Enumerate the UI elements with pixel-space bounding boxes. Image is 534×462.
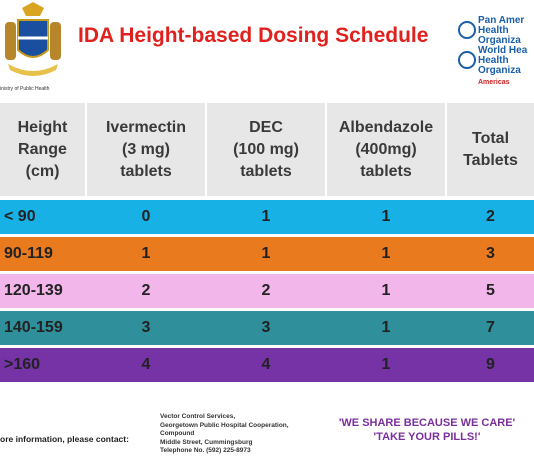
cell: 90-119	[4, 245, 53, 262]
paho-who-logo: Pan Amer Health Organiza World Hea Health Org…	[458, 16, 534, 96]
cell: 3	[141, 319, 151, 336]
table-row: < 90 0 1 1 2	[0, 200, 534, 234]
cell: 120-139	[4, 282, 63, 299]
cell: 3	[486, 245, 495, 262]
header-line: (100 mg)	[233, 140, 299, 158]
cell: 1	[381, 319, 391, 336]
header-line: Tablets	[463, 151, 518, 169]
header-line: (400mg)	[355, 140, 417, 158]
slogans: 'WE SHARE BECAUSE WE CARE' 'TAKE YOUR PIL…	[322, 416, 532, 444]
header-line: Albendazole	[338, 118, 434, 136]
cell: 3	[261, 319, 271, 336]
table-row: >160 4 4 1 9	[0, 348, 534, 382]
address: Vector Control Services, Georgetown Publi…	[160, 413, 289, 456]
cell: 1	[381, 282, 391, 299]
address-line: Compound	[160, 430, 195, 437]
cell: 140-159	[4, 319, 63, 336]
cell: < 90	[4, 208, 36, 225]
header-line: (3 mg)	[122, 140, 170, 158]
table-row: 120-139 2 2 1 5	[0, 274, 534, 308]
cell: 1	[141, 245, 151, 262]
address-line: Middle Street, Cummingsburg	[160, 438, 253, 446]
column-header: Height Range (cm)	[0, 103, 85, 196]
cell: 1	[381, 245, 391, 262]
header-line: DEC	[249, 118, 283, 136]
table-row: 140-159 3 3 1 7	[0, 311, 534, 345]
slogan: 'TAKE YOUR PILLS!'	[373, 431, 481, 443]
header-line: Ivermectin	[105, 118, 187, 136]
column-header: Ivermectin (3 mg) tablets	[87, 103, 205, 196]
cell: 1	[381, 208, 391, 225]
cell: 2	[141, 282, 151, 299]
logo-text: Pan Amer	[478, 16, 525, 26]
column-header: DEC (100 mg) tablets	[207, 103, 325, 196]
column-header: Total Tablets	[447, 103, 534, 196]
header-line: Total	[471, 129, 510, 147]
cell: 5	[486, 282, 495, 299]
address-line: Vector Control Services,	[160, 413, 236, 420]
cell: 4	[141, 356, 151, 373]
cell: 7	[486, 319, 495, 336]
header-line: tablets	[120, 162, 172, 180]
title: IDA Height-based Dosing Schedule	[78, 24, 429, 47]
cell: 1	[261, 208, 271, 225]
header-line: Range	[18, 140, 67, 158]
address-line: Telephone No. (592) 225-8973	[160, 447, 251, 454]
logo-text: Organiza	[478, 35, 521, 46]
contact-label: ore information, please contact:	[0, 434, 129, 444]
who-emblem	[458, 21, 476, 69]
ministry-caption: inistry of Public Health	[0, 86, 50, 92]
cell: 2	[261, 282, 271, 299]
cell: 4	[261, 356, 271, 373]
logo-text: Health	[478, 25, 509, 36]
slogan: 'WE SHARE BECAUSE WE CARE'	[338, 417, 516, 429]
cell: >160	[4, 356, 41, 373]
cell: 2	[486, 208, 495, 225]
header-line: tablets	[240, 162, 292, 180]
column-header: Albendazole (400mg) tablets	[327, 103, 445, 196]
cell: 1	[261, 245, 271, 262]
header-line: Height	[17, 118, 68, 136]
header-line: tablets	[360, 162, 412, 180]
cell: 9	[486, 356, 495, 373]
cell: 1	[381, 356, 391, 373]
table-row: 90-119 1 1 1 3	[0, 237, 534, 271]
address-line: Georgetown Public Hospital Cooperation,	[160, 421, 289, 429]
header-line: (cm)	[25, 162, 60, 180]
logo-text: Organiza	[478, 65, 521, 76]
logo-text: World Hea	[478, 45, 528, 56]
coat-of-arms	[5, 2, 61, 76]
logo-text: Health	[478, 55, 509, 66]
cell: 0	[141, 208, 151, 225]
logo-text: Americas	[478, 79, 510, 86]
